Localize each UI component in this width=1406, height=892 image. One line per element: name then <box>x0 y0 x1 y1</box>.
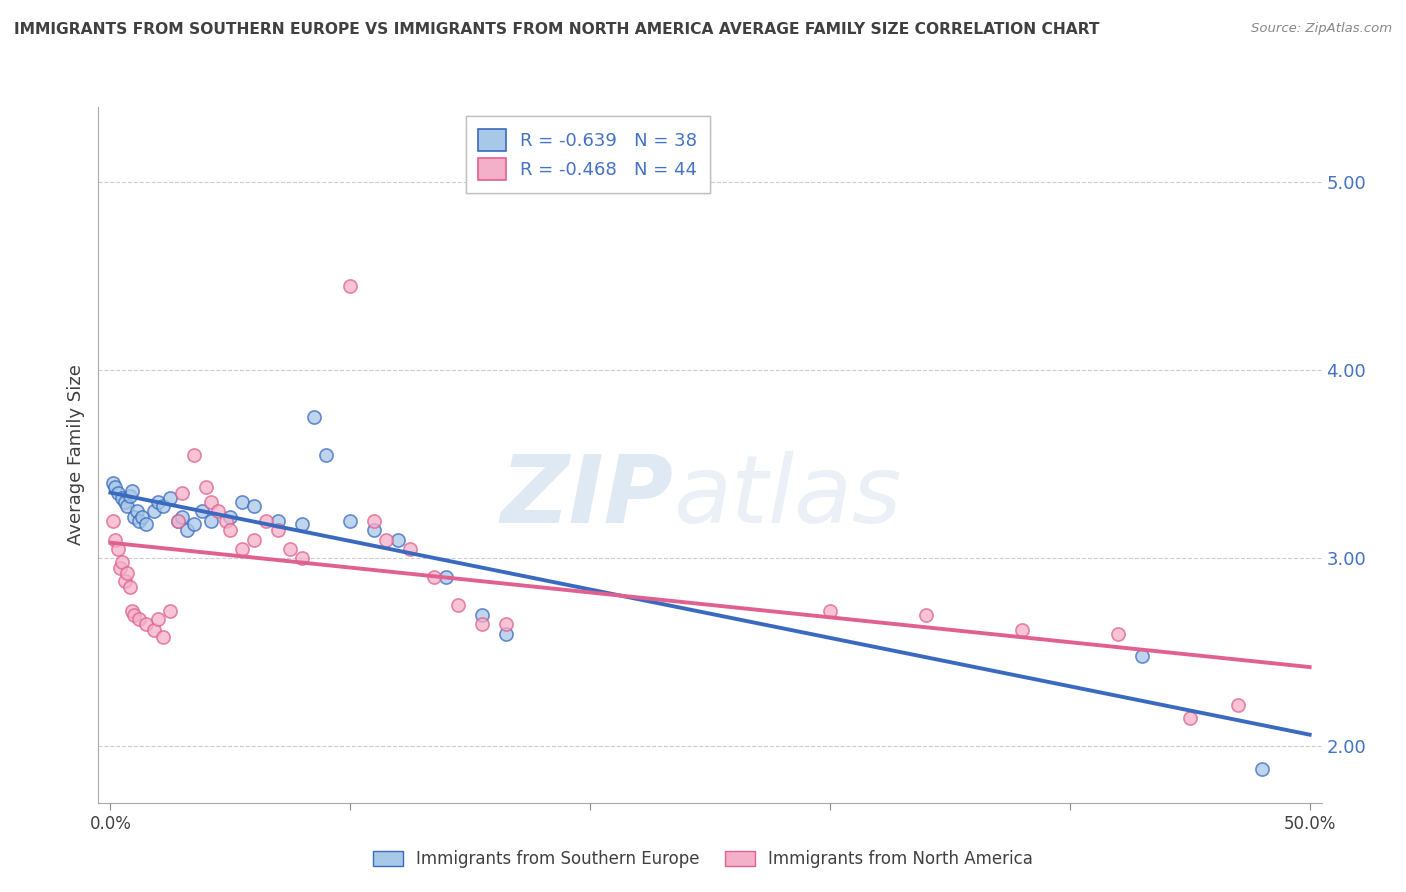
Point <box>111 491 134 505</box>
Point <box>152 630 174 644</box>
Legend: R = -0.639   N = 38, R = -0.468   N = 44: R = -0.639 N = 38, R = -0.468 N = 44 <box>465 116 710 193</box>
Text: atlas: atlas <box>673 451 901 542</box>
Point <box>291 517 314 532</box>
Point <box>118 580 141 594</box>
Point <box>363 514 385 528</box>
Point <box>142 504 165 518</box>
Point <box>101 476 124 491</box>
Point <box>200 514 222 528</box>
Point <box>183 517 205 532</box>
Point <box>495 617 517 632</box>
Point <box>200 495 222 509</box>
Point <box>219 523 242 537</box>
Point <box>107 541 129 556</box>
Point <box>1178 711 1201 725</box>
Point <box>176 523 198 537</box>
Text: ZIP: ZIP <box>501 450 673 542</box>
Point <box>267 514 290 528</box>
Point <box>101 514 124 528</box>
Point <box>111 555 134 569</box>
Point <box>495 626 517 640</box>
Point <box>1226 698 1249 712</box>
Point <box>135 617 157 632</box>
Point <box>128 514 150 528</box>
Point <box>131 510 153 524</box>
Point <box>159 604 181 618</box>
Point <box>142 623 165 637</box>
Point <box>114 574 136 588</box>
Point <box>363 523 385 537</box>
Y-axis label: Average Family Size: Average Family Size <box>66 365 84 545</box>
Point <box>124 510 146 524</box>
Point <box>114 495 136 509</box>
Point <box>915 607 938 622</box>
Point <box>195 480 218 494</box>
Point <box>148 611 170 625</box>
Point <box>148 495 170 509</box>
Text: Source: ZipAtlas.com: Source: ZipAtlas.com <box>1251 22 1392 36</box>
Point <box>1130 649 1153 664</box>
Point <box>183 448 205 462</box>
Point <box>115 566 138 581</box>
Point <box>267 523 290 537</box>
Point <box>243 533 266 547</box>
Point <box>291 551 314 566</box>
Text: IMMIGRANTS FROM SOUTHERN EUROPE VS IMMIGRANTS FROM NORTH AMERICA AVERAGE FAMILY : IMMIGRANTS FROM SOUTHERN EUROPE VS IMMIG… <box>14 22 1099 37</box>
Point <box>434 570 457 584</box>
Point <box>231 541 253 556</box>
Point <box>304 410 326 425</box>
Point <box>447 599 470 613</box>
Point <box>1011 623 1033 637</box>
Point <box>278 541 301 556</box>
Point <box>166 514 188 528</box>
Point <box>231 495 253 509</box>
Point <box>166 514 188 528</box>
Point <box>118 489 141 503</box>
Point <box>254 514 277 528</box>
Point <box>1250 762 1272 776</box>
Point <box>375 533 398 547</box>
Point <box>399 541 422 556</box>
Point <box>121 483 143 498</box>
Point <box>1107 626 1129 640</box>
Point <box>214 514 236 528</box>
Point <box>152 499 174 513</box>
Point <box>471 607 494 622</box>
Point <box>818 604 841 618</box>
Point <box>124 607 146 622</box>
Point <box>219 510 242 524</box>
Point <box>339 278 361 293</box>
Point <box>125 504 148 518</box>
Point <box>471 617 494 632</box>
Point <box>315 448 337 462</box>
Point <box>104 480 127 494</box>
Point <box>243 499 266 513</box>
Point <box>190 504 212 518</box>
Point <box>107 485 129 500</box>
Point <box>115 499 138 513</box>
Point <box>128 611 150 625</box>
Point <box>387 533 409 547</box>
Point <box>172 485 194 500</box>
Point <box>108 560 131 574</box>
Point <box>423 570 446 584</box>
Point <box>104 533 127 547</box>
Point <box>207 504 229 518</box>
Point <box>172 510 194 524</box>
Point <box>121 604 143 618</box>
Legend: Immigrants from Southern Europe, Immigrants from North America: Immigrants from Southern Europe, Immigra… <box>367 844 1039 875</box>
Point <box>339 514 361 528</box>
Point <box>159 491 181 505</box>
Point <box>135 517 157 532</box>
